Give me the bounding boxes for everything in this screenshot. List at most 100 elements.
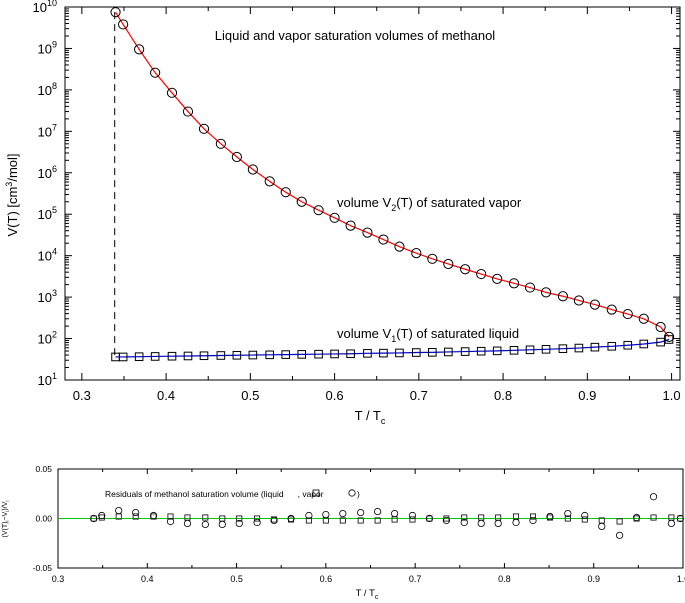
main-y-tick-label: 108 bbox=[38, 81, 57, 98]
liquid-series-label: volume V1(T) of saturated liquid bbox=[337, 326, 519, 344]
residual-liquid-point bbox=[254, 515, 261, 522]
vapor-point bbox=[150, 67, 161, 78]
vapor-point bbox=[182, 106, 194, 117]
residuals-y-tick-label: -0.05 bbox=[33, 563, 53, 573]
residual-liquid-point bbox=[461, 514, 468, 521]
liquid-point bbox=[232, 350, 242, 360]
residuals-x-axis-label: T / Tc bbox=[356, 588, 379, 601]
residual-liquid-point bbox=[616, 518, 623, 525]
resid-y-sc: i bbox=[5, 500, 11, 501]
main-y-tick-label: 107 bbox=[38, 122, 57, 139]
main-y-tick-label: 106 bbox=[38, 164, 57, 181]
residual-liquid-point bbox=[219, 515, 226, 522]
liquid-point bbox=[346, 349, 355, 359]
residual-vapor-point bbox=[391, 509, 399, 518]
vapor-curve bbox=[115, 11, 670, 338]
residual-vapor-point bbox=[676, 514, 684, 523]
vapor-point bbox=[345, 220, 356, 231]
main-x-tick-label: 0.3 bbox=[73, 388, 91, 403]
residuals-y-axis-label: (V(T)i−Vi)/Vi bbox=[2, 500, 11, 537]
residuals-markers bbox=[90, 493, 684, 539]
vapor-point bbox=[247, 164, 258, 175]
main-x-tick-label: 0.5 bbox=[241, 388, 259, 403]
residuals-x-tick-label: 1.0 bbox=[677, 574, 685, 584]
main-x-tick-label: 1.0 bbox=[663, 388, 681, 403]
vapor-label-post: (T) of saturated vapor bbox=[396, 195, 522, 210]
liquid-point bbox=[134, 352, 144, 361]
residuals-x-label-sub: c bbox=[375, 594, 379, 601]
main-x-axis-label: T / Tc bbox=[355, 408, 386, 426]
main-x-label-text: T / T bbox=[355, 408, 381, 423]
residual-vapor-point bbox=[616, 531, 624, 539]
liquid-point bbox=[150, 352, 160, 361]
vapor-point bbox=[606, 304, 617, 315]
residuals-y-tick-label: 0.05 bbox=[35, 464, 52, 474]
residuals-x-tick-label: 0.5 bbox=[230, 574, 243, 584]
main-y-label-text: V(T) [cm bbox=[5, 187, 20, 237]
residuals-annotation-mid: , vapor bbox=[298, 489, 324, 499]
residuals-annotation: Residuals of methanol saturation volume … bbox=[105, 489, 324, 499]
residual-vapor-point bbox=[115, 506, 123, 515]
vapor-point bbox=[443, 258, 454, 270]
residual-liquid-point bbox=[668, 514, 675, 521]
residual-liquid-point bbox=[478, 514, 485, 521]
main-x-tick-label: 0.6 bbox=[326, 388, 344, 403]
main-y-tick-label: 102 bbox=[38, 330, 57, 347]
resid-y-b: −V bbox=[2, 511, 9, 520]
vapor-point bbox=[663, 331, 675, 342]
vapor-point bbox=[118, 19, 129, 30]
residual-vapor-point bbox=[201, 520, 209, 529]
resid-y-c: )/V bbox=[2, 501, 9, 510]
residuals-chart: 0.3 0.4 0.5 0.6 0.7 0.8 0.9 1.0 0.05 0.00 -0.05 Re… bbox=[2, 464, 685, 601]
main-markers bbox=[110, 7, 675, 362]
residuals-x-tick-label: 0.7 bbox=[409, 574, 422, 584]
vapor-point bbox=[198, 123, 210, 134]
vapor-point bbox=[280, 187, 291, 198]
vapor-label-pre: volume V bbox=[337, 195, 392, 210]
liquid-point bbox=[167, 351, 177, 361]
residual-vapor-point bbox=[564, 509, 572, 518]
residual-liquid-point bbox=[150, 513, 157, 520]
vapor-point bbox=[557, 291, 568, 302]
residual-vapor-point bbox=[667, 519, 675, 528]
residual-liquid-point bbox=[650, 514, 657, 521]
liquid-point bbox=[476, 346, 486, 356]
vapor-point bbox=[411, 248, 422, 259]
residual-vapor-point bbox=[132, 508, 140, 517]
residual-liquid-point bbox=[305, 517, 312, 524]
residual-vapor-point bbox=[90, 514, 98, 523]
liquid-point bbox=[460, 347, 470, 356]
vapor-point bbox=[362, 227, 373, 238]
residual-liquid-point bbox=[167, 513, 174, 520]
vapor-point bbox=[215, 138, 226, 149]
main-y-tick-label: 1010 bbox=[33, 0, 57, 15]
residual-liquid-point bbox=[443, 515, 450, 522]
residual-liquid-point bbox=[546, 514, 553, 521]
residual-vapor-point bbox=[218, 520, 226, 529]
liquid-point bbox=[639, 339, 649, 349]
liquid-point bbox=[297, 350, 307, 359]
residuals-y-tick-label: 0.00 bbox=[35, 514, 52, 524]
main-x-tick-label: 0.8 bbox=[494, 388, 512, 403]
residual-vapor-point bbox=[494, 519, 502, 528]
vapor-series-label: volume V2(T) of saturated vapor bbox=[337, 195, 522, 213]
main-y-tick-label: 103 bbox=[38, 288, 57, 305]
main-y-tick-label: 105 bbox=[38, 205, 57, 222]
vapor-point bbox=[476, 268, 487, 280]
residuals-x-label-text: T / T bbox=[356, 588, 375, 599]
residual-vapor-point bbox=[425, 514, 434, 523]
residual-vapor-point bbox=[512, 518, 520, 527]
residual-vapor-point bbox=[460, 518, 468, 527]
residual-liquid-point bbox=[598, 517, 605, 524]
liquid-point bbox=[541, 345, 551, 354]
vapor-point bbox=[394, 241, 405, 252]
main-ticks: 0.3 0.4 0.5 0.6 0.7 0.8 0.9 1.0 101 102 103 104 105 1… bbox=[33, 0, 681, 403]
residual-vapor-point bbox=[598, 522, 606, 531]
liquid-point bbox=[183, 351, 193, 361]
liquid-point bbox=[574, 343, 584, 353]
liquid-point bbox=[444, 347, 453, 357]
residual-liquid-point bbox=[98, 514, 105, 521]
residuals-x-tick-label: 0.3 bbox=[52, 574, 65, 584]
residual-liquid-point bbox=[322, 517, 329, 524]
